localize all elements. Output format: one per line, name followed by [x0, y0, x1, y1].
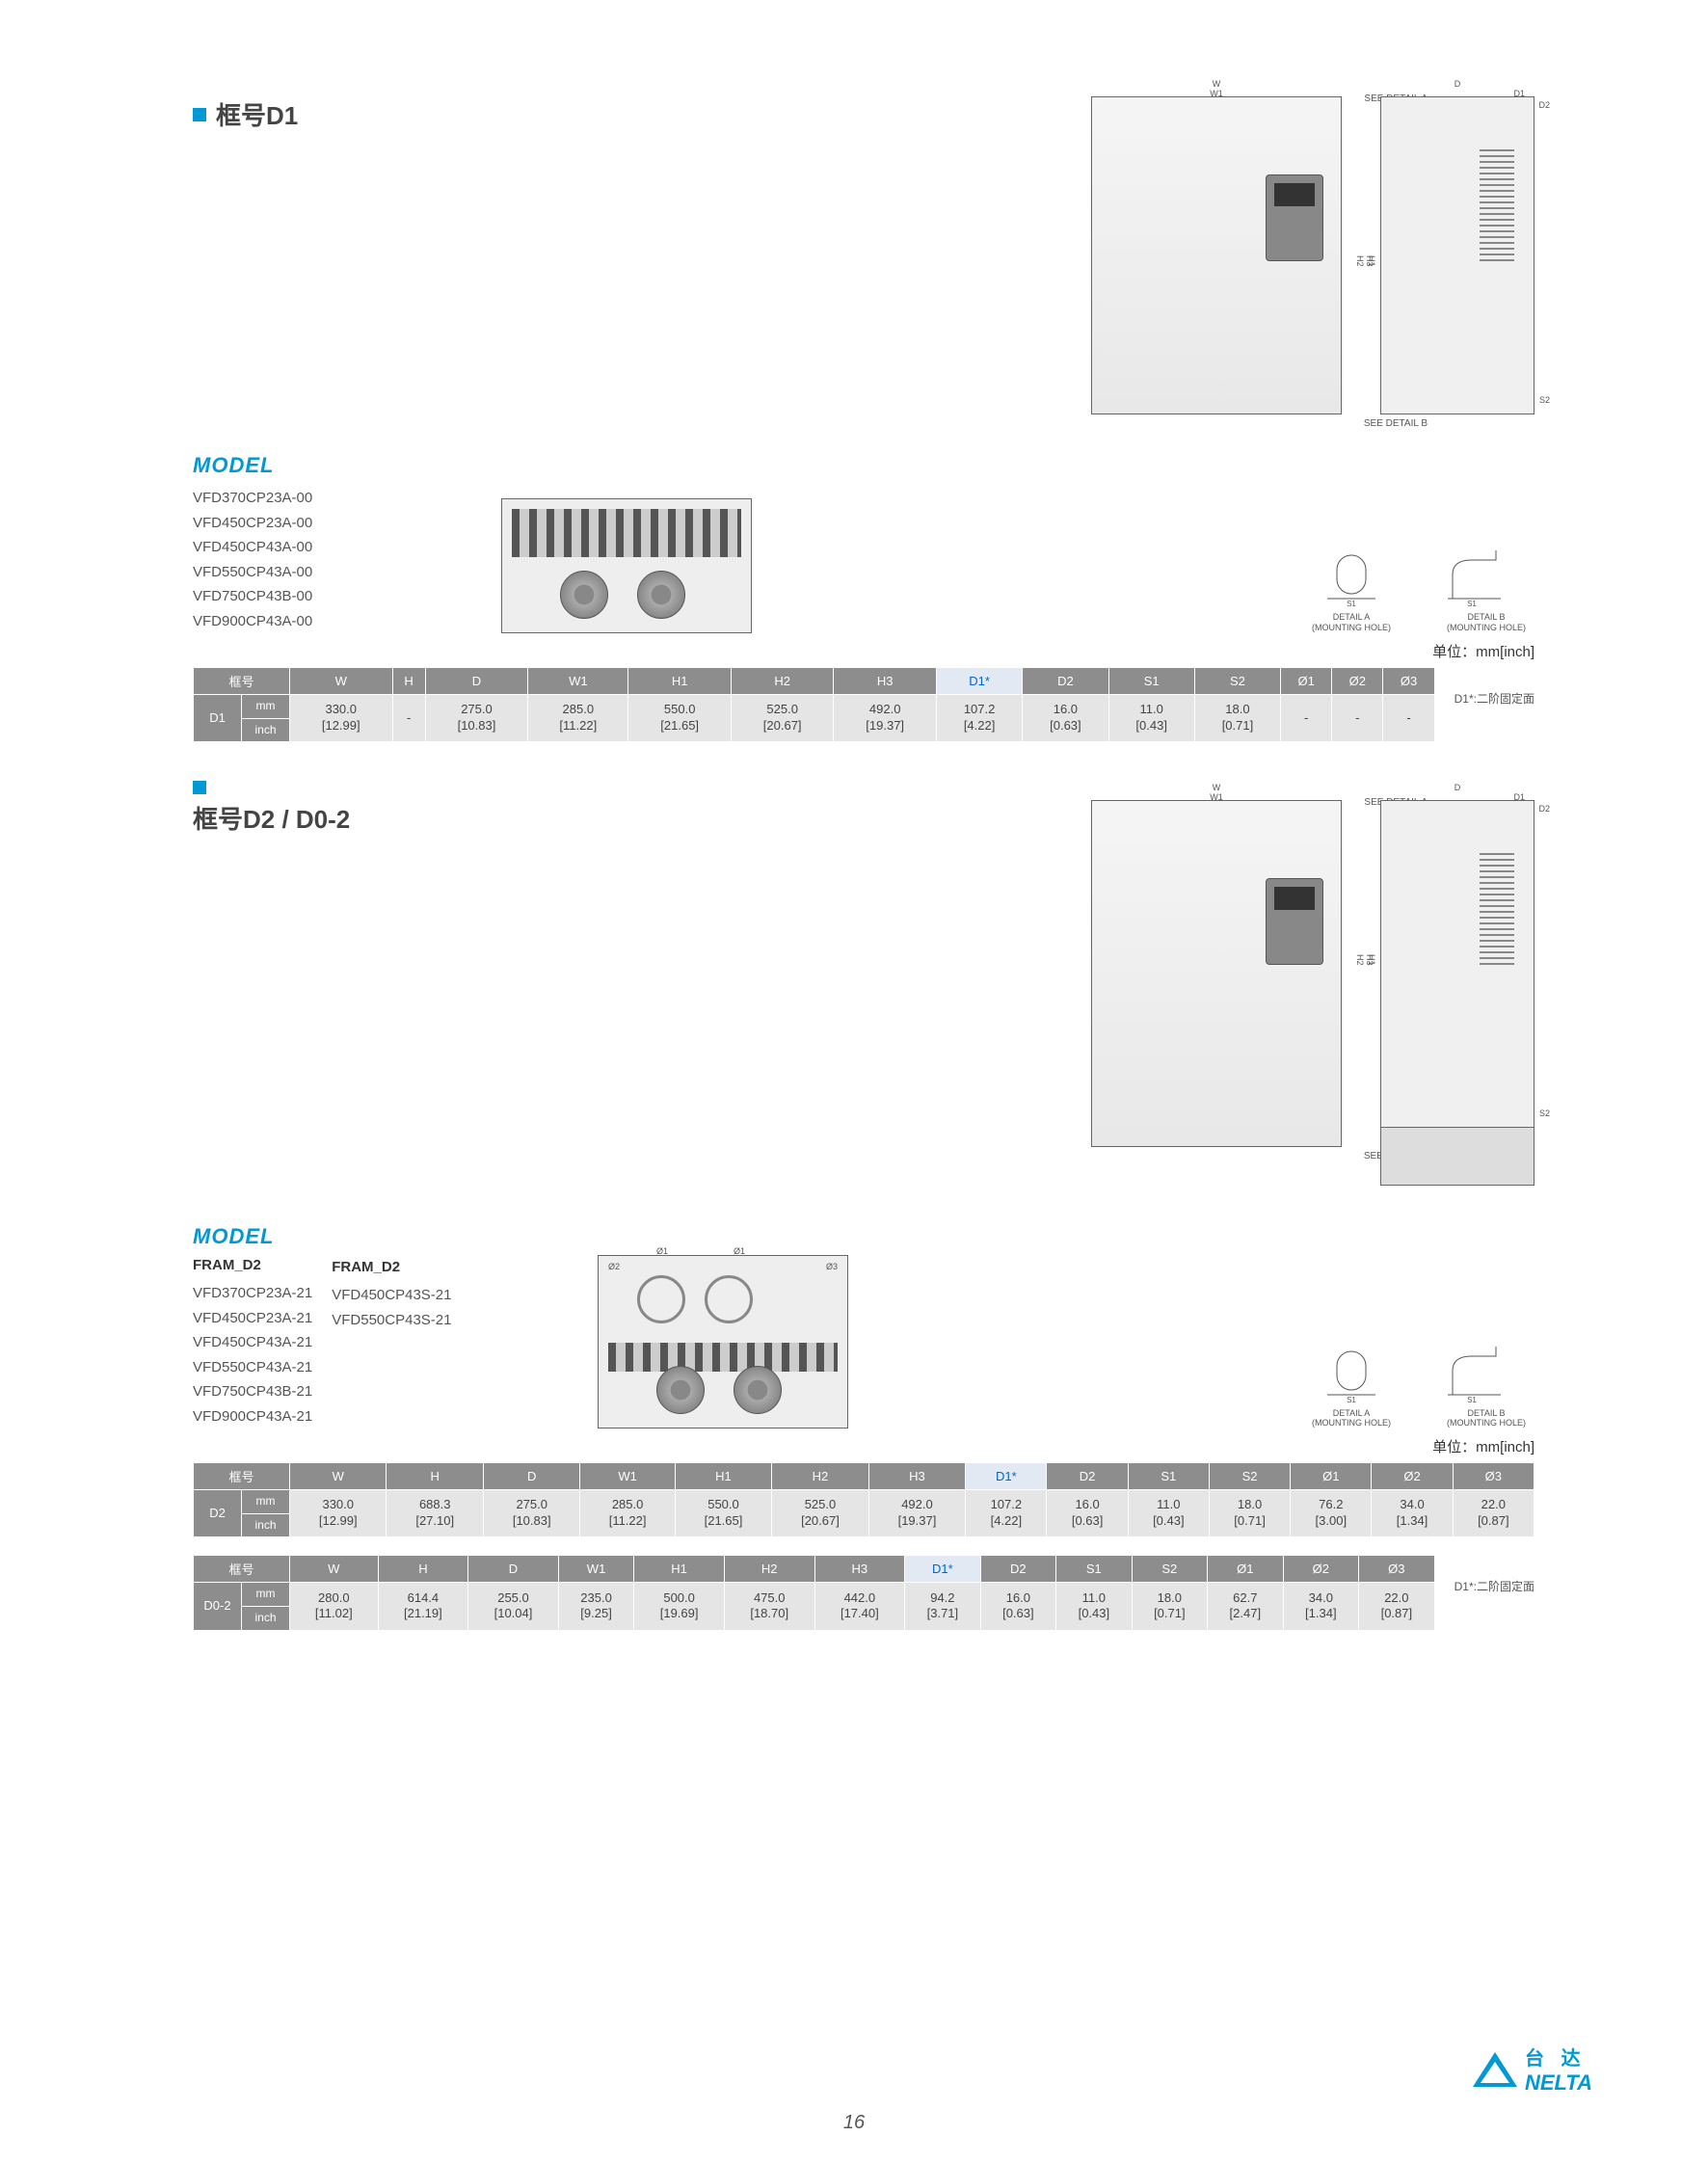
- vent-drawing-2: [1480, 849, 1514, 965]
- dim-s2: S2: [1539, 395, 1550, 405]
- fram-label-1: FRAM_D2: [193, 1257, 312, 1273]
- unit-label-1: 单位：mm[inch]: [193, 641, 1535, 661]
- bullet-icon-2: [193, 781, 206, 794]
- section1-diagrams: W W1 SEE DETAIL A SEE DETAIL B H2 H1 D D…: [482, 96, 1535, 414]
- dim-h3: H3: [1365, 954, 1374, 966]
- fan2-drawing-2: [734, 1366, 782, 1414]
- dim-d: D: [1380, 79, 1535, 89]
- section1-title: 框号D1: [193, 96, 443, 132]
- bottom-view-drawing: [501, 498, 752, 633]
- dim-s2: S2: [1539, 1108, 1550, 1118]
- section2-diagrams: W W1 SEE DETAIL A SEE DETAIL B H2 H1 H D…: [482, 800, 1535, 1186]
- svg-text:S1: S1: [1347, 1396, 1356, 1404]
- side-view-drawing-2: [1380, 800, 1535, 1186]
- brand-cn: 台 达: [1525, 2043, 1592, 2070]
- vent-drawing: [1480, 146, 1514, 261]
- dim-h2: H2: [1355, 954, 1365, 966]
- phi1-label-b: Ø1: [734, 1246, 745, 1256]
- section2-title: 框号D2 / D0-2: [193, 800, 443, 836]
- bullet-icon: [193, 108, 206, 121]
- fan2-drawing: [637, 571, 685, 619]
- mounting-hole-a-icon-2: S1: [1318, 1347, 1385, 1404]
- fram-label-2: FRAM_D2: [332, 1259, 451, 1275]
- dimension-table-d2: 框号WHDW1H1H2H3D1*D2S1S2Ø1Ø2Ø3D2mm330.0[12…: [193, 1462, 1535, 1537]
- footnote-1: D1*:二阶固定面: [1454, 690, 1535, 707]
- bottom-view-drawing-2: Ø1 Ø1 Ø2 Ø3: [598, 1255, 848, 1429]
- dim-h3: H3: [1365, 255, 1374, 267]
- front-view-drawing-2: SEE DETAIL A SEE DETAIL B: [1091, 800, 1342, 1147]
- knockout1-drawing: [637, 1275, 685, 1323]
- dim-d: D: [1380, 783, 1535, 792]
- dim-d2: D2: [1538, 100, 1550, 110]
- section2-model-label: MODEL: [193, 1224, 312, 1249]
- dimension-table-d1: 框号WHDW1H1H2H3D1*D2S1S2Ø1Ø2Ø3D1mm330.0[12…: [193, 667, 1435, 742]
- terminal-block-drawing: [512, 509, 741, 557]
- detail-a-caption-2: DETAIL A(MOUNTING HOLE): [1303, 1408, 1400, 1429]
- conduit-box-drawing: [1381, 1127, 1534, 1185]
- svg-text:S1: S1: [1467, 600, 1477, 608]
- brand-logo: 台 达 NELTA: [1471, 2043, 1592, 2096]
- svg-text:S1: S1: [1467, 1396, 1477, 1404]
- dim-w: W: [1091, 783, 1342, 792]
- mounting-hole-details: S1 DETAIL A(MOUNTING HOLE) S1 DETAIL B(M…: [1303, 550, 1535, 633]
- page-number: 16: [843, 2112, 865, 2134]
- footnote-2: D1*:二阶固定面: [1454, 1578, 1535, 1594]
- phi1-label: Ø1: [656, 1246, 668, 1256]
- keypad-drawing: [1266, 174, 1323, 261]
- keypad-drawing-2: [1266, 878, 1323, 965]
- section1-title-text: 框号D1: [216, 96, 298, 132]
- mounting-hole-details-2: S1 DETAIL A(MOUNTING HOLE) S1 DETAIL B(M…: [1303, 1347, 1535, 1429]
- mounting-hole-a-icon: S1: [1318, 550, 1385, 608]
- detail-b-label: SEE DETAIL B: [1364, 418, 1428, 429]
- svg-text:S1: S1: [1347, 600, 1356, 608]
- detail-b-caption: DETAIL B(MOUNTING HOLE): [1438, 612, 1535, 633]
- unit-label-2: 单位：mm[inch]: [193, 1436, 1535, 1456]
- side-view-drawing: [1380, 96, 1535, 414]
- delta-triangle-icon: [1471, 2050, 1519, 2089]
- section2-model-list-2: VFD450CP43S-21VFD550CP43S-21: [332, 1283, 451, 1332]
- detail-a-caption: DETAIL A(MOUNTING HOLE): [1303, 612, 1400, 633]
- mounting-hole-b-icon: S1: [1443, 550, 1530, 608]
- phi2-label: Ø2: [608, 1262, 620, 1271]
- dim-w: W: [1091, 79, 1342, 89]
- section2-title-text: 框号D2 / D0-2: [193, 800, 350, 836]
- terminal-block2-drawing: [608, 1343, 838, 1372]
- section1-model-label: MODEL: [193, 453, 463, 478]
- front-view-drawing: SEE DETAIL A SEE DETAIL B: [1091, 96, 1342, 414]
- dim-d2: D2: [1538, 804, 1550, 814]
- dim-h2: H2: [1355, 255, 1365, 267]
- knockout2-drawing: [705, 1275, 753, 1323]
- mounting-hole-b-icon-2: S1: [1443, 1347, 1530, 1404]
- section2-model-list-1: VFD370CP23A-21VFD450CP23A-21VFD450CP43A-…: [193, 1281, 312, 1429]
- brand-en: NELTA: [1525, 2070, 1592, 2096]
- fan1-drawing-2: [656, 1366, 705, 1414]
- dimension-table-d02: 框号WHDW1H1H2H3D1*D2S1S2Ø1Ø2Ø3D0-2mm280.0[…: [193, 1555, 1435, 1630]
- fan1-drawing: [560, 571, 608, 619]
- phi3-label: Ø3: [826, 1262, 838, 1271]
- section1-model-list: VFD370CP23A-00VFD450CP23A-00VFD450CP43A-…: [193, 486, 463, 633]
- detail-b-caption-2: DETAIL B(MOUNTING HOLE): [1438, 1408, 1535, 1429]
